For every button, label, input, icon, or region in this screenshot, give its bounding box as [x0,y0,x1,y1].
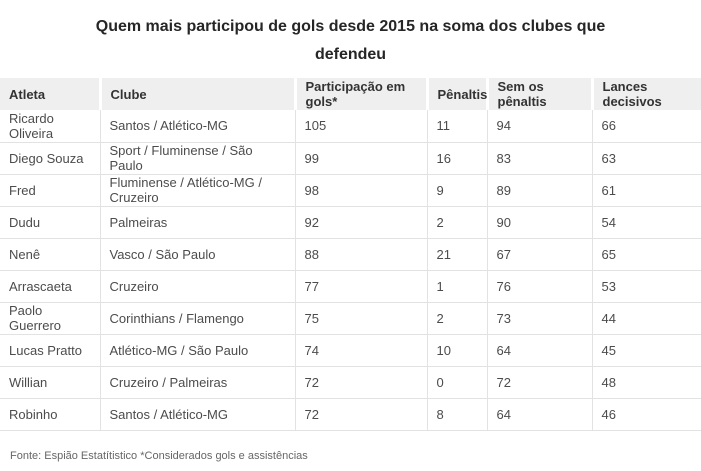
without-penalties-value: 64 [486,334,592,367]
athlete-name: Arrascaeta [0,270,100,303]
goals-participation-value: 92 [294,206,427,239]
goals-participation-value: 75 [294,302,427,335]
club-name: Corinthians / Flamengo [99,302,295,335]
without-penalties-value: 67 [486,238,592,271]
column-header-penaltis: Pênaltis [425,78,487,110]
table-row: Lucas Pratto Atlético-MG / São Paulo 74 … [0,334,701,367]
table-row: Dudu Palmeiras 92 2 90 54 [0,206,701,239]
without-penalties-value: 72 [486,366,592,399]
column-header-clube: Clube [98,78,295,110]
athlete-name: Lucas Pratto [0,334,100,367]
decisive-plays-value: 44 [591,302,701,335]
club-name: Cruzeiro [99,270,295,303]
club-name: Palmeiras [99,206,295,239]
penalties-value: 9 [426,174,487,207]
club-name: Fluminense / Atlético-MG / Cruzeiro [99,174,295,207]
club-name: Cruzeiro / Palmeiras [99,366,295,399]
without-penalties-value: 73 [486,302,592,335]
table-row: Nenê Vasco / São Paulo 88 21 67 65 [0,238,701,271]
penalties-value: 1 [426,270,487,303]
column-header-lances-decisivos: Lances decisivos [590,78,701,110]
table-row: Willian Cruzeiro / Palmeiras 72 0 72 48 [0,366,701,399]
decisive-plays-value: 48 [591,366,701,399]
decisive-plays-value: 63 [591,142,701,175]
goals-participation-value: 72 [294,366,427,399]
penalties-value: 21 [426,238,487,271]
decisive-plays-value: 66 [591,110,701,143]
athlete-name: Ricardo Oliveira [0,110,100,143]
athlete-name: Dudu [0,206,100,239]
column-header-participacao-em-gols: Participação em gols* [293,78,427,110]
penalties-value: 11 [426,110,487,143]
goals-participation-value: 88 [294,238,427,271]
column-header-sem-os-penaltis: Sem os pênaltis [485,78,592,110]
athlete-name: Fred [0,174,100,207]
goals-participation-value: 74 [294,334,427,367]
athlete-name: Diego Souza [0,142,100,175]
page-title: Quem mais participou de gols desde 2015 … [95,18,606,63]
athlete-name: Robinho [0,398,100,431]
club-name: Sport / Fluminense / São Paulo [99,142,295,175]
source-note: Fonte: Espião Estatítistico *Considerado… [10,449,308,462]
table-row: Paolo Guerrero Corinthians / Flamengo 75… [0,302,701,335]
athlete-name: Nenê [0,238,100,271]
penalties-value: 16 [426,142,487,175]
without-penalties-value: 64 [486,398,592,431]
without-penalties-value: 76 [486,270,592,303]
penalties-value: 2 [426,206,487,239]
without-penalties-value: 94 [486,110,592,143]
club-name: Vasco / São Paulo [99,238,295,271]
decisive-plays-value: 46 [591,398,701,431]
athlete-name: Willian [0,366,100,399]
without-penalties-value: 90 [486,206,592,239]
decisive-plays-value: 45 [591,334,701,367]
table-row: Ricardo Oliveira Santos / Atlético-MG 10… [0,110,701,143]
stats-table: Atleta Clube Participação em gols* Pênal… [0,78,701,431]
goals-participation-value: 105 [294,110,427,143]
penalties-value: 2 [426,302,487,335]
goals-participation-value: 77 [294,270,427,303]
decisive-plays-value: 54 [591,206,701,239]
table-row: Fred Fluminense / Atlético-MG / Cruzeiro… [0,174,701,207]
club-name: Atlético-MG / São Paulo [99,334,295,367]
penalties-value: 8 [426,398,487,431]
decisive-plays-value: 65 [591,238,701,271]
club-name: Santos / Atlético-MG [99,110,295,143]
table-row: Arrascaeta Cruzeiro 77 1 76 53 [0,270,701,303]
club-name: Santos / Atlético-MG [99,398,295,431]
column-header-atleta: Atleta [0,78,100,110]
table-row: Diego Souza Sport / Fluminense / São Pau… [0,142,701,175]
penalties-value: 10 [426,334,487,367]
decisive-plays-value: 61 [591,174,701,207]
without-penalties-value: 83 [486,142,592,175]
penalties-value: 0 [426,366,487,399]
athlete-name: Paolo Guerrero [0,302,100,335]
goals-participation-value: 98 [294,174,427,207]
decisive-plays-value: 53 [591,270,701,303]
goals-participation-value: 99 [294,142,427,175]
goals-participation-value: 72 [294,398,427,431]
without-penalties-value: 89 [486,174,592,207]
header-row: Atleta Clube Participação em gols* Pênal… [0,78,701,110]
table-row: Robinho Santos / Atlético-MG 72 8 64 46 [0,398,701,431]
